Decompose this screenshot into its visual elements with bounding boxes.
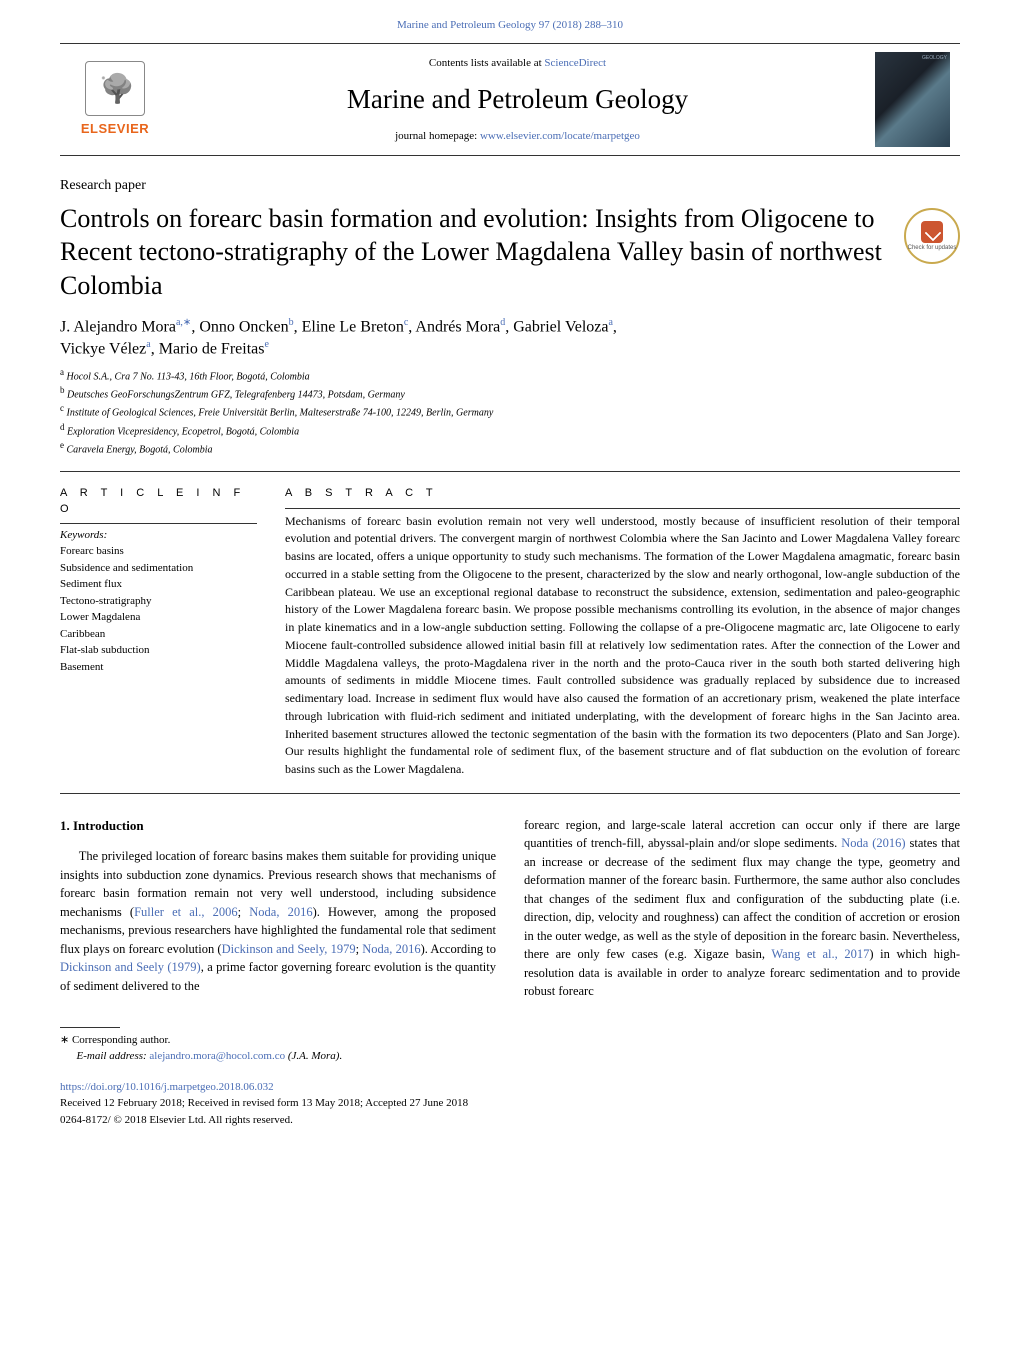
keyword: Sediment flux (60, 576, 257, 593)
check-updates-badge[interactable]: Check for updates (904, 208, 960, 264)
homepage-link[interactable]: www.elsevier.com/locate/marpetgeo (480, 130, 640, 142)
cover-label: GEOLOGY (922, 55, 947, 62)
keyword: Basement (60, 659, 257, 676)
homepage-prefix: journal homepage: (395, 130, 480, 142)
intro-heading: 1. Introduction (60, 816, 496, 835)
ref-link[interactable]: Wang et al., 2017 (771, 947, 869, 961)
contents-line: Contents lists available at ScienceDirec… (160, 56, 875, 71)
journal-header: ELSEVIER Contents lists available at Sci… (60, 43, 960, 156)
abstract-col: A B S T R A C T Mechanisms of forearc ba… (285, 486, 960, 779)
aff-d: d Exploration Vicepresidency, Ecopetrol,… (60, 421, 960, 439)
intro-left-col: 1. Introduction The privileged location … (60, 816, 496, 1001)
t: states that an increase or decrease of t… (524, 836, 960, 961)
article-title: Controls on forearc basin formation and … (60, 202, 904, 302)
keyword: Flat-slab subduction (60, 642, 257, 659)
keyword: Caribbean (60, 626, 257, 643)
header-center: Contents lists available at ScienceDirec… (160, 56, 875, 145)
author-1: J. Alejandro Mora (60, 318, 176, 335)
doi-line: https://doi.org/10.1016/j.marpetgeo.2018… (60, 1079, 960, 1096)
received-dates: Received 12 February 2018; Received in r… (60, 1095, 960, 1112)
citation-header: Marine and Petroleum Geology 97 (2018) 2… (0, 0, 1020, 43)
affiliations: a Hocol S.A., Cra 7 No. 113-43, 16th Flo… (60, 366, 960, 458)
keyword: Subsidence and sedimentation (60, 560, 257, 577)
citation-link[interactable]: Marine and Petroleum Geology 97 (2018) 2… (397, 19, 623, 31)
email-label: E-mail address: (77, 1050, 150, 1062)
info-abstract-row: A R T I C L E I N F O Keywords: Forearc … (60, 486, 960, 779)
sep: , Andrés Mora (408, 318, 500, 335)
sep: , Mario de Freitas (151, 340, 265, 357)
article-info-heading: A R T I C L E I N F O (60, 486, 257, 517)
divider (60, 793, 960, 794)
aff-e: e Caravela Energy, Bogotá, Colombia (60, 439, 960, 457)
keyword: Forearc basins (60, 543, 257, 560)
corresponding-author: ∗ Corresponding author. (60, 1032, 960, 1049)
article-type: Research paper (60, 176, 960, 196)
email-link[interactable]: alejandro.mora@hocol.com.co (149, 1050, 285, 1062)
aff-b-text: Deutsches GeoForschungsZentrum GFZ, Tele… (67, 389, 405, 400)
keywords-label: Keywords: (60, 528, 257, 543)
aff-a-text: Hocol S.A., Cra 7 No. 113-43, 16th Floor… (67, 371, 310, 382)
journal-homepage-line: journal homepage: www.elsevier.com/locat… (160, 129, 875, 144)
keyword: Lower Magdalena (60, 609, 257, 626)
title-row: Controls on forearc basin formation and … (60, 202, 960, 302)
journal-name: Marine and Petroleum Geology (160, 81, 875, 119)
check-updates-text: Check for updates (908, 245, 957, 252)
sep: , (613, 318, 617, 335)
elsevier-label: ELSEVIER (81, 120, 149, 138)
ref-link[interactable]: Fuller et al., 2006 (134, 905, 238, 919)
contents-prefix: Contents lists available at (429, 57, 544, 69)
ref-link[interactable]: Noda, 2016 (362, 942, 420, 956)
aff-c: c Institute of Geological Sciences, Frei… (60, 402, 960, 420)
copyright: 0264-8172/ © 2018 Elsevier Ltd. All righ… (60, 1112, 960, 1129)
sep: , Gabriel Veloza (505, 318, 608, 335)
check-updates-icon (921, 221, 943, 243)
article-info-col: A R T I C L E I N F O Keywords: Forearc … (60, 486, 285, 779)
doi-link[interactable]: https://doi.org/10.1016/j.marpetgeo.2018… (60, 1081, 274, 1093)
elsevier-tree-icon (85, 61, 145, 116)
divider (60, 471, 960, 472)
footer: ∗ Corresponding author. E-mail address: … (60, 1027, 960, 1129)
intro-right-col: forearc region, and large-scale lateral … (524, 816, 960, 1001)
aff-a: a Hocol S.A., Cra 7 No. 113-43, 16th Flo… (60, 366, 960, 384)
ref-link[interactable]: Noda, 2016 (249, 905, 312, 919)
journal-cover-thumbnail: GEOLOGY (875, 52, 950, 147)
keywords-list: Forearc basins Subsidence and sedimentat… (60, 543, 257, 675)
sep: , Onno Oncken (191, 318, 288, 335)
t: ; (238, 905, 250, 919)
aff-e-text: Caravela Energy, Bogotá, Colombia (67, 444, 213, 455)
sciencedirect-link[interactable]: ScienceDirect (544, 57, 606, 69)
author-7-aff: e (264, 339, 268, 350)
aff-c-text: Institute of Geological Sciences, Freie … (67, 408, 494, 419)
sep: , Eline Le Breton (294, 318, 404, 335)
aff-b: b Deutsches GeoForschungsZentrum GFZ, Te… (60, 384, 960, 402)
elsevier-logo: ELSEVIER (70, 55, 160, 145)
ref-link[interactable]: Dickinson and Seely (1979) (60, 960, 201, 974)
authors-list: J. Alejandro Moraa,∗, Onno Onckenb, Elin… (60, 316, 960, 360)
ref-link[interactable]: Noda (2016) (841, 836, 905, 850)
intro-p1: The privileged location of forearc basin… (60, 847, 496, 995)
abstract-text: Mechanisms of forearc basin evolution re… (285, 513, 960, 779)
abstract-heading: A B S T R A C T (285, 486, 960, 501)
email-author: (J.A. Mora). (285, 1050, 342, 1062)
email-line: E-mail address: alejandro.mora@hocol.com… (77, 1048, 961, 1065)
aff-d-text: Exploration Vicepresidency, Ecopetrol, B… (67, 426, 299, 437)
keyword: Tectono-stratigraphy (60, 593, 257, 610)
footnote-rule (60, 1027, 120, 1028)
intro-p1-cont: forearc region, and large-scale lateral … (524, 816, 960, 1001)
t: ). According to (421, 942, 496, 956)
intro-section: 1. Introduction The privileged location … (60, 816, 960, 1001)
abs-rule (285, 508, 960, 509)
author-1-aff: a,∗ (176, 317, 191, 328)
kw-rule (60, 523, 257, 524)
author-6: Vickye Vélez (60, 340, 146, 357)
ref-link[interactable]: Dickinson and Seely, 1979 (222, 942, 356, 956)
